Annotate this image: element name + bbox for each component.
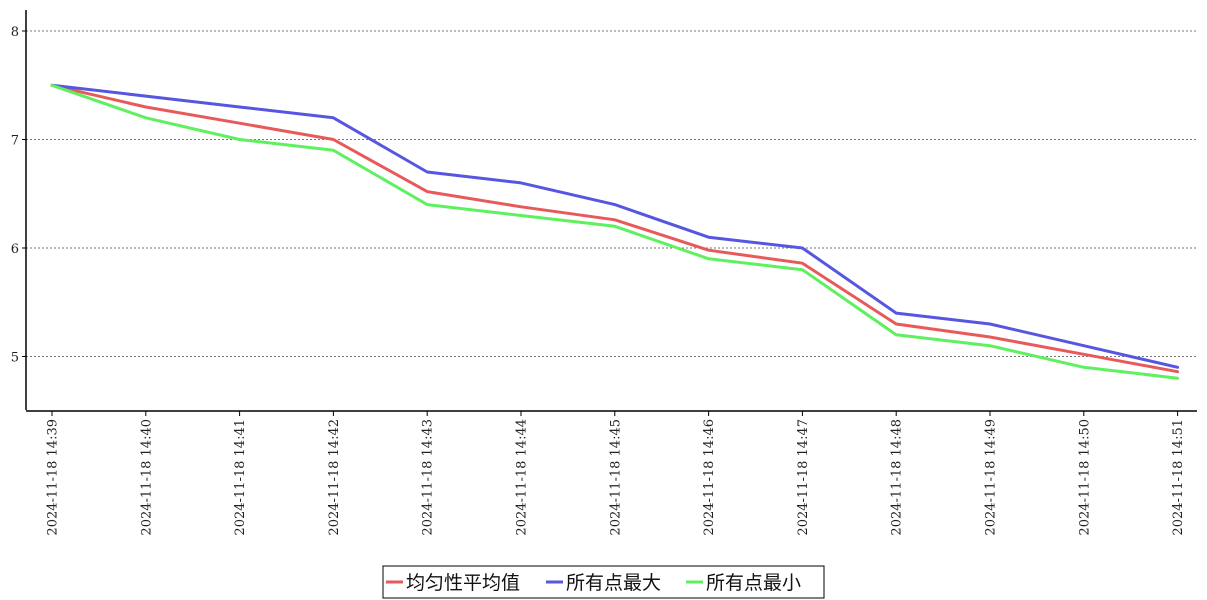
series-line-2 [50, 83, 1180, 369]
y-tick-label: 8 [11, 25, 19, 40]
y-axis-ticks: 5 6 7 8 [11, 25, 26, 366]
x-tick-label: 2024-11-18 14:51 [1171, 419, 1186, 536]
gridlines [26, 30, 1197, 357]
x-tick-label: 2024-11-18 14:45 [608, 419, 623, 536]
legend: 均匀性平均值 所有点最大 所有点最小 [382, 565, 825, 599]
x-axis-ticks: 2024-11-18 14:39 2024-11-18 14:40 2024-11-… [46, 411, 1186, 536]
series-line-3 [50, 83, 1180, 380]
x-tick-label: 2024-11-18 14:47 [796, 419, 811, 536]
x-tick-label: 2024-11-18 14:42 [327, 419, 342, 536]
x-tick-label: 2024-11-18 14:43 [421, 419, 436, 536]
y-tick-label: 5 [11, 351, 19, 366]
x-tick-label: 2024-11-18 14:39 [46, 419, 61, 536]
x-tick-label: 2024-11-18 14:49 [984, 419, 999, 536]
legend-label: 均匀性平均值 [406, 572, 520, 594]
legend-label: 所有点最小 [706, 572, 801, 594]
x-tick-label: 2024-11-18 14:41 [233, 419, 248, 536]
legend-label: 所有点最大 [566, 572, 661, 594]
y-tick-label: 6 [11, 242, 19, 257]
x-tick-label: 2024-11-18 14:46 [702, 419, 717, 536]
x-tick-label: 2024-11-18 14:44 [515, 419, 530, 536]
x-tick-label: 2024-11-18 14:50 [1077, 419, 1092, 536]
y-tick-label: 7 [11, 134, 19, 149]
x-tick-label: 2024-11-18 14:40 [139, 419, 154, 536]
series-line-1 [50, 83, 1180, 374]
series-lines [50, 83, 1180, 380]
legend-box [382, 565, 825, 599]
x-tick-label: 2024-11-18 14:48 [890, 419, 905, 536]
